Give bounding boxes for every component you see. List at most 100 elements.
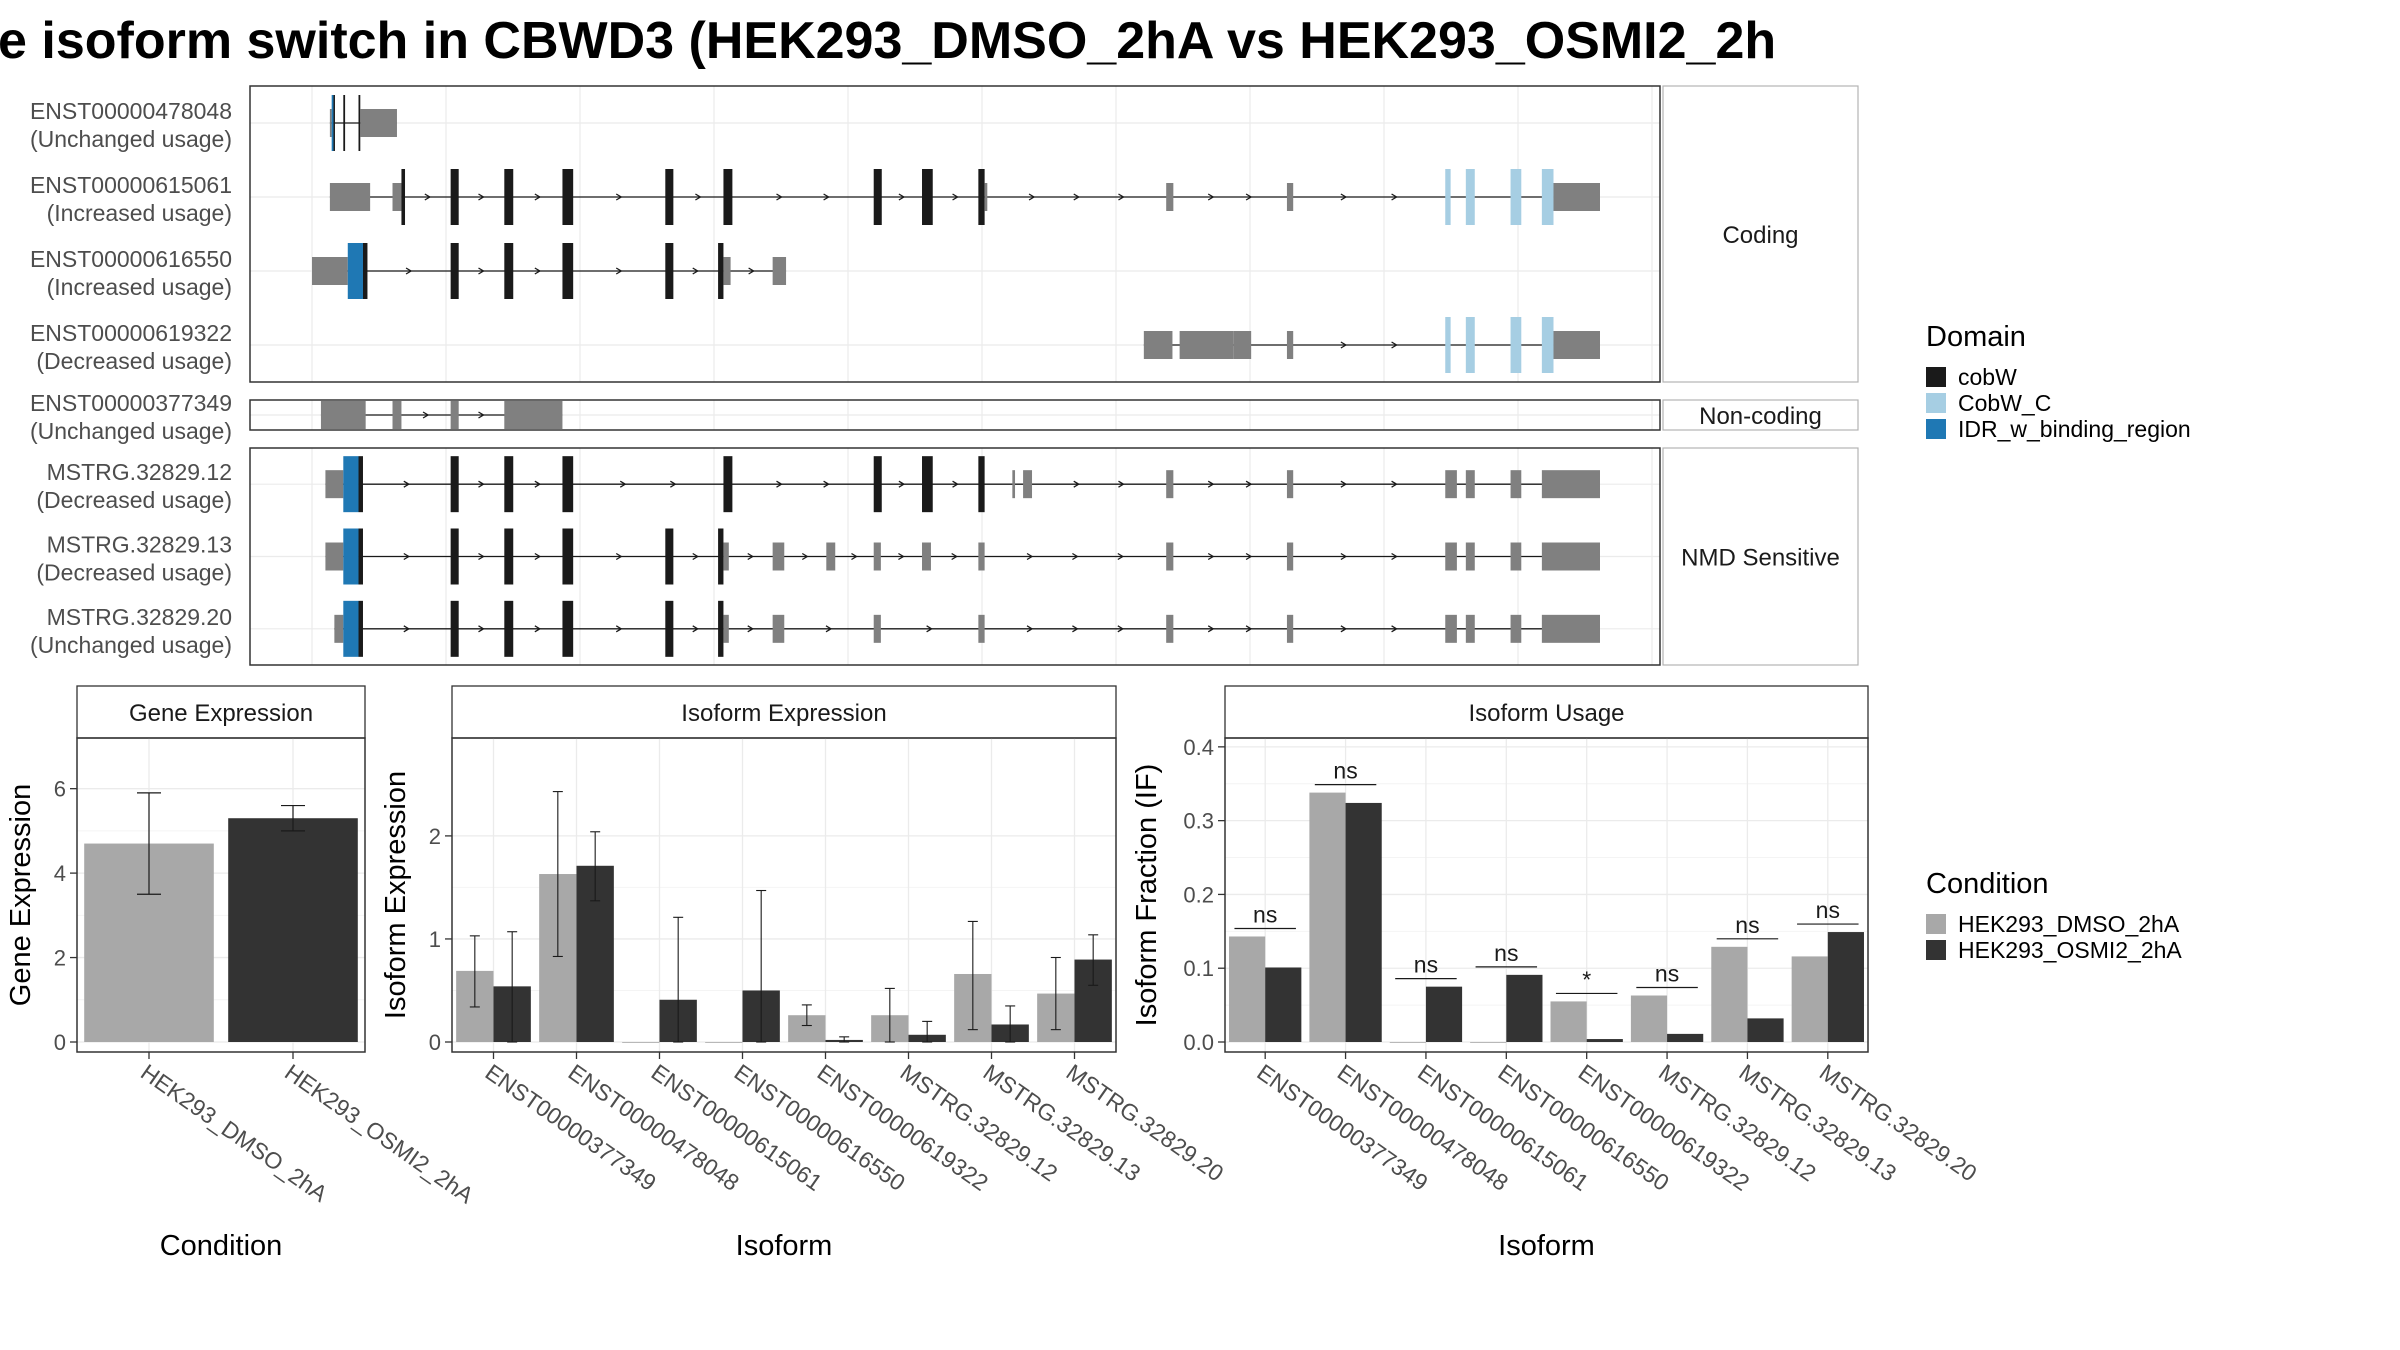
significance-label: ns xyxy=(1735,912,1759,938)
intron-arrow xyxy=(898,480,906,488)
exon-utr xyxy=(1166,183,1174,211)
panel-title: Isoform Usage xyxy=(1468,700,1624,727)
isoform-usage-label: (Decreased usage) xyxy=(36,560,232,586)
exon-cobW_C xyxy=(1445,317,1451,373)
intron-arrow xyxy=(898,193,906,201)
x-axis-title: Condition xyxy=(160,1230,283,1262)
intron-arrow xyxy=(1340,480,1348,488)
intron-arrow xyxy=(776,193,783,201)
intron-arrow xyxy=(534,267,542,275)
intron-arrow xyxy=(1245,625,1253,633)
legend-label-IDR: IDR_w_binding_region xyxy=(1958,416,2191,442)
significance-label: ns xyxy=(1414,952,1438,978)
exon-utr xyxy=(772,257,787,285)
isoform-id-label: MSTRG.32829.12 xyxy=(47,459,232,485)
bar xyxy=(1630,995,1668,1042)
exon-cds xyxy=(401,169,406,225)
exon-cds xyxy=(358,528,363,585)
significance-label: ns xyxy=(1333,758,1357,784)
domain-legend-title: Domain xyxy=(1926,321,2026,353)
exon-utr xyxy=(1445,542,1457,571)
exon-utr xyxy=(1510,470,1522,499)
domain-legend: Domain cobW CobW_C IDR_w_binding_region xyxy=(1926,321,2191,442)
y-tick-label: 2 xyxy=(54,946,66,971)
significance-label: ns xyxy=(1253,901,1277,927)
isoform-usage-label: (Increased usage) xyxy=(47,274,232,300)
exon-utr xyxy=(873,542,881,571)
exon-utr xyxy=(450,401,459,429)
exon-cobW_C xyxy=(1465,169,1475,225)
structure-strip-1 xyxy=(1662,399,1859,431)
isoform-structure-panel: Coding Non-coding NMD Sensitive ENST0000047… xyxy=(30,85,1859,666)
exon-cds xyxy=(922,456,933,513)
exon-utr xyxy=(392,183,402,211)
exon-cobW_C xyxy=(1541,169,1554,225)
exon-cobW_C xyxy=(1510,317,1522,373)
panel-title: Isoform Expression xyxy=(681,700,886,727)
exon-cds xyxy=(504,169,514,225)
bar xyxy=(1550,1001,1587,1042)
legend-label-dmso: HEK293_DMSO_2hA xyxy=(1958,911,2180,937)
exon-cds xyxy=(665,528,674,585)
intron-arrow xyxy=(478,552,485,561)
intron-arrow xyxy=(692,625,699,633)
exon-cds xyxy=(504,243,514,299)
exon-cobW_C xyxy=(1465,317,1475,373)
bar xyxy=(1265,967,1302,1042)
bar xyxy=(1747,1018,1784,1042)
exon-utr xyxy=(1286,331,1294,359)
intron-arrow xyxy=(1245,552,1253,561)
exon-utr xyxy=(1465,542,1475,571)
exon-utr xyxy=(1510,542,1522,571)
exon-cds xyxy=(358,95,361,151)
bar xyxy=(1827,932,1864,1042)
y-tick-label: 2 xyxy=(429,824,441,849)
panel-strip-0 xyxy=(76,685,366,739)
bar xyxy=(1711,946,1748,1042)
exon-utr xyxy=(329,109,332,137)
intron-arrow xyxy=(478,625,485,633)
intron-arrow xyxy=(534,625,542,633)
intron-arrow xyxy=(748,267,755,275)
exon-utr xyxy=(325,470,344,499)
exon-cds xyxy=(333,95,335,151)
isoform-id-label: ENST00000377349 xyxy=(30,390,232,416)
intron-arrow xyxy=(1340,341,1348,349)
isoform-id-label: ENST00000619322 xyxy=(30,320,232,346)
intron-arrow xyxy=(825,625,833,633)
legend-key-dmso xyxy=(1926,914,1946,934)
intron-arrow xyxy=(478,480,485,488)
exon-cobW_C xyxy=(1541,317,1554,373)
panel-border-1 xyxy=(451,737,1117,1053)
exon-cds xyxy=(562,600,574,657)
isoform-usage-label: (Decreased usage) xyxy=(36,348,232,374)
intron-arrow xyxy=(747,625,754,633)
exon-utr xyxy=(1286,470,1294,499)
condition-legend-title: Condition xyxy=(1926,868,2049,900)
exon-cds xyxy=(665,169,674,225)
intron-arrow xyxy=(1391,480,1398,488)
exon-utr xyxy=(873,614,881,643)
exon-cds xyxy=(718,528,724,585)
exon-utr xyxy=(1286,614,1294,643)
isoform-id-label: ENST00000616550 xyxy=(30,246,232,272)
exon-cds xyxy=(665,243,674,299)
intron-arrow xyxy=(422,411,430,419)
exon-utr xyxy=(360,109,362,137)
intron-arrow xyxy=(1391,193,1398,201)
isoform-id-label: ENST00000478048 xyxy=(30,98,232,124)
intron-arrow xyxy=(478,193,485,201)
structure-panel-bg-0 xyxy=(250,86,1660,382)
exon-cds xyxy=(978,456,985,513)
intron-arrow xyxy=(403,552,411,561)
bar xyxy=(705,1042,743,1043)
bar xyxy=(1389,1042,1426,1043)
panel-strip-1 xyxy=(451,685,1117,739)
bar xyxy=(1309,792,1346,1042)
y-tick-label: 0.0 xyxy=(1183,1030,1214,1055)
exon-IDR xyxy=(343,528,359,585)
isoform-usage-label: (Decreased usage) xyxy=(36,487,232,513)
intron-arrow xyxy=(615,193,623,201)
intron-arrow xyxy=(823,193,830,201)
